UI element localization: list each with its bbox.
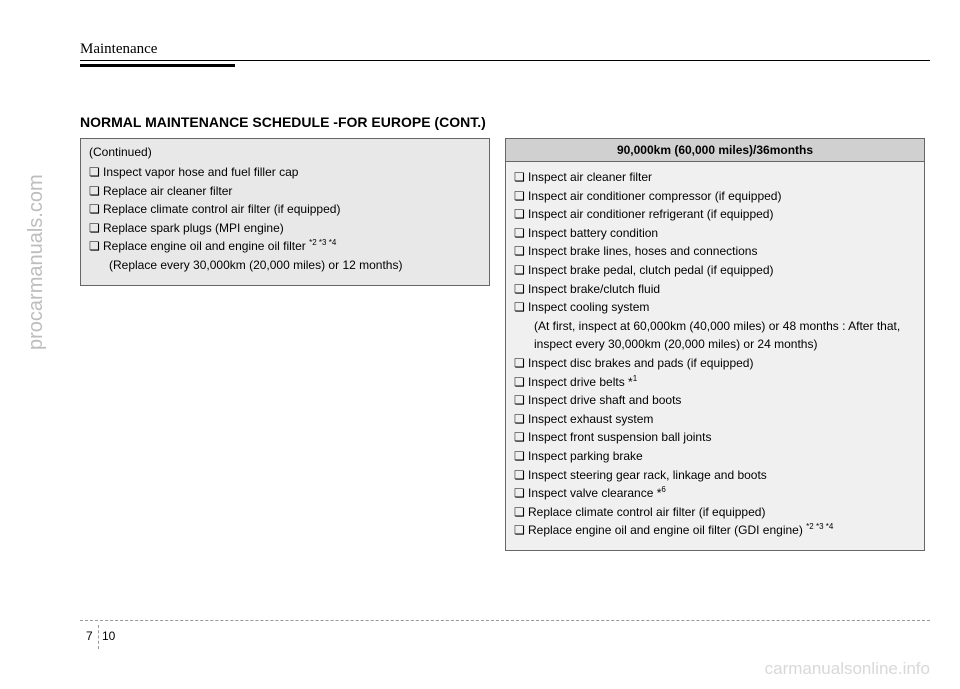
item-text: Inspect steering gear rack, linkage and …: [528, 466, 916, 485]
list-item: ❏Inspect brake pedal, clutch pedal (if e…: [514, 261, 916, 280]
item-text: Inspect brake pedal, clutch pedal (if eq…: [528, 261, 916, 280]
list-item: ❏Replace spark plugs (MPI engine): [89, 219, 481, 238]
bullet-icon: ❏: [514, 503, 528, 522]
list-item: ❏Inspect battery condition: [514, 224, 916, 243]
list-item: ❏Replace climate control air filter (if …: [89, 200, 481, 219]
item-text: Replace climate control air filter (if e…: [528, 503, 916, 522]
bullet-icon: ❏: [514, 224, 528, 243]
bullet-icon: ❏: [514, 280, 528, 299]
list-item: ❏Inspect vapor hose and fuel filler cap: [89, 163, 481, 182]
list-item: ❏Inspect front suspension ball joints: [514, 428, 916, 447]
item-text: Inspect air conditioner compressor (if e…: [528, 187, 916, 206]
bullet-icon: ❏: [514, 391, 528, 410]
bullet-icon: ❏: [514, 410, 528, 429]
footer: 7 10: [80, 620, 930, 649]
bullet-icon: ❏: [514, 242, 528, 261]
item-text: Inspect drive shaft and boots: [528, 391, 916, 410]
item-text: Inspect drive belts *1: [528, 373, 916, 392]
bullet-icon: ❏: [514, 428, 528, 447]
bullet-icon: ❏: [514, 168, 528, 187]
footer-dash-vertical: [98, 625, 99, 649]
bullet-icon: ❏: [514, 261, 528, 280]
right-box: 90,000km (60,000 miles)/36months ❏Inspec…: [505, 138, 925, 551]
left-box: (Continued) ❏Inspect vapor hose and fuel…: [80, 138, 490, 286]
item-text: Inspect exhaust system: [528, 410, 916, 429]
header-rule-thick: [80, 64, 235, 67]
list-item: ❏Inspect parking brake: [514, 447, 916, 466]
item-text: Inspect parking brake: [528, 447, 916, 466]
watermark-left: procarmanuals.com: [25, 174, 48, 350]
bullet-icon: ❏: [514, 484, 528, 503]
item-text: Replace air cleaner filter: [103, 182, 481, 201]
item-text: Replace engine oil and engine oil filter…: [103, 237, 481, 256]
footer-dash: [80, 620, 930, 621]
list-item: ❏Replace engine oil and engine oil filte…: [514, 521, 916, 540]
bullet-icon: ❏: [89, 219, 103, 238]
bullet-icon: ❏: [514, 205, 528, 224]
item-text: Inspect cooling system: [528, 298, 916, 317]
header: Maintenance: [80, 40, 930, 62]
bullet-icon: ❏: [89, 182, 103, 201]
list-item: ❏Inspect air conditioner refrigerant (if…: [514, 205, 916, 224]
bullet-icon: ❏: [514, 447, 528, 466]
item-text: Inspect valve clearance *6: [528, 484, 916, 503]
bullet-icon: ❏: [514, 521, 528, 540]
list-item: ❏Replace engine oil and engine oil filte…: [89, 237, 481, 256]
footnote-sup: 1: [633, 374, 637, 383]
chapter-title: Maintenance: [80, 41, 157, 60]
page-content: Maintenance NORMAL MAINTENANCE SCHEDULE …: [80, 40, 930, 659]
item-subline: (Replace every 30,000km (20,000 miles) o…: [89, 256, 481, 275]
item-text: Inspect vapor hose and fuel filler cap: [103, 163, 481, 182]
list-item: ❏Replace climate control air filter (if …: [514, 503, 916, 522]
list-item: ❏Inspect air conditioner compressor (if …: [514, 187, 916, 206]
list-item: ❏Inspect exhaust system: [514, 410, 916, 429]
list-item: ❏Inspect drive shaft and boots: [514, 391, 916, 410]
footnote-sup: 6: [661, 485, 665, 494]
list-item: ❏Inspect disc brakes and pads (if equipp…: [514, 354, 916, 373]
bullet-icon: ❏: [514, 298, 528, 317]
item-text: Replace spark plugs (MPI engine): [103, 219, 481, 238]
bullet-icon: ❏: [89, 237, 103, 256]
item-text: Replace climate control air filter (if e…: [103, 200, 481, 219]
bullet-icon: ❏: [514, 354, 528, 373]
item-text: Inspect disc brakes and pads (if equippe…: [528, 354, 916, 373]
section-title: NORMAL MAINTENANCE SCHEDULE -FOR EUROPE …: [80, 114, 930, 130]
list-item: ❏Inspect steering gear rack, linkage and…: [514, 466, 916, 485]
item-subline: (At first, inspect at 60,000km (40,000 m…: [514, 317, 916, 354]
watermark-bottom: carmanualsonline.info: [765, 659, 930, 679]
right-column: 90,000km (60,000 miles)/36months ❏Inspec…: [505, 138, 925, 551]
chapter-number: 7: [86, 629, 93, 643]
item-text: Replace engine oil and engine oil filter…: [528, 521, 916, 540]
left-column: (Continued) ❏Inspect vapor hose and fuel…: [80, 138, 490, 551]
bullet-icon: ❏: [89, 163, 103, 182]
item-text: Inspect battery condition: [528, 224, 916, 243]
list-item: ❏Inspect valve clearance *6: [514, 484, 916, 503]
list-item: ❏Inspect brake/clutch fluid: [514, 280, 916, 299]
footnote-sup: *2 *3 *4: [806, 522, 833, 531]
item-text: Inspect air cleaner filter: [528, 168, 916, 187]
list-item: ❏Inspect air cleaner filter: [514, 168, 916, 187]
item-text: Inspect front suspension ball joints: [528, 428, 916, 447]
bullet-icon: ❏: [89, 200, 103, 219]
bullet-icon: ❏: [514, 373, 528, 392]
right-box-header: 90,000km (60,000 miles)/36months: [506, 139, 924, 162]
list-item: ❏Inspect cooling system: [514, 298, 916, 317]
bullet-icon: ❏: [514, 466, 528, 485]
header-rule-thin: [80, 60, 930, 61]
item-text: Inspect brake lines, hoses and connectio…: [528, 242, 916, 261]
item-text: Inspect air conditioner refrigerant (if …: [528, 205, 916, 224]
footnote-sup: *2 *3 *4: [309, 238, 336, 247]
list-item: ❏Inspect brake lines, hoses and connecti…: [514, 242, 916, 261]
page-numbers: 7 10: [80, 623, 930, 649]
list-item: ❏Inspect drive belts *1: [514, 373, 916, 392]
page-number: 10: [102, 629, 115, 643]
bullet-icon: ❏: [514, 187, 528, 206]
list-item: ❏Replace air cleaner filter: [89, 182, 481, 201]
continued-label: (Continued): [89, 145, 481, 159]
columns: (Continued) ❏Inspect vapor hose and fuel…: [80, 138, 930, 551]
item-text: Inspect brake/clutch fluid: [528, 280, 916, 299]
